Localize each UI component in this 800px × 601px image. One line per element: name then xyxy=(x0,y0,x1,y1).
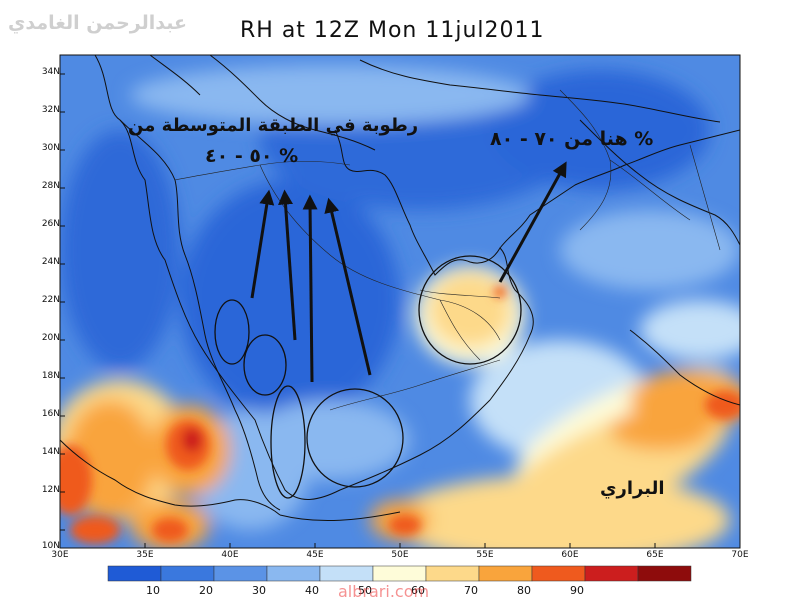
lon-label: 70E xyxy=(731,550,749,560)
colorbar-label: 90 xyxy=(570,584,584,597)
lon-label: 45E xyxy=(306,550,324,560)
lat-label: 26N xyxy=(41,219,60,229)
colorbar-label: 60 xyxy=(411,584,425,597)
lon-label: 50E xyxy=(391,550,409,560)
arrows xyxy=(250,161,567,383)
highlight-circles xyxy=(214,255,522,499)
coastlines xyxy=(60,55,740,522)
colorbar-label: 10 xyxy=(146,584,160,597)
colorbar-label: 70 xyxy=(464,584,478,597)
annotation-mid-layer-range: % ٥٠ - ٤٠ xyxy=(205,145,299,167)
colorbar-cell xyxy=(637,565,692,582)
colorbar-label: 20 xyxy=(199,584,213,597)
lat-label: 28N xyxy=(41,181,60,191)
colorbar-cell xyxy=(160,565,215,582)
rh-zone-dry-arabia xyxy=(180,180,400,420)
lon-label: 65E xyxy=(646,550,664,560)
lon-label: 30E xyxy=(51,550,69,560)
lat-label: 30N xyxy=(41,143,60,153)
lon-label: 35E xyxy=(136,550,154,560)
lat-label: 34N xyxy=(41,67,60,77)
lat-label: 20N xyxy=(41,333,60,343)
lat-label: 10N xyxy=(41,541,60,551)
map-title: RH at 12Z Mon 11jul2011 xyxy=(240,18,545,43)
lon-label: 55E xyxy=(476,550,494,560)
annotation-here-range: % هنا من ٧٠ - ٨٠ xyxy=(490,128,654,150)
annotation-mid-layer: رطوبة في الطبقة المتوسطة من xyxy=(128,115,419,136)
lat-label: 32N xyxy=(41,105,60,115)
colorbar-label: 80 xyxy=(517,584,531,597)
colorbar-label: 30 xyxy=(252,584,266,597)
watermark: albrari.com xyxy=(338,582,430,601)
lon-label: 60E xyxy=(561,550,579,560)
lat-label: 14N xyxy=(41,447,60,457)
lat-label: 18N xyxy=(41,371,60,381)
rh-zone-dry-west xyxy=(60,130,180,370)
colorbar-cell xyxy=(425,565,480,582)
colorbar-cell xyxy=(531,565,586,582)
colorbar-cell xyxy=(213,565,268,582)
colorbar-label: 50 xyxy=(358,584,372,597)
lat-label: 16N xyxy=(41,409,60,419)
colorbar-cell xyxy=(319,565,374,582)
lat-label: 12N xyxy=(41,485,60,495)
colorbar-cell xyxy=(584,565,639,582)
author-signature: عبدالرحمن الغامدي xyxy=(8,12,187,34)
colorbar-cell xyxy=(372,565,427,582)
lat-label: 22N xyxy=(41,295,60,305)
lon-label: 40E xyxy=(221,550,239,560)
colorbar-cell xyxy=(266,565,321,582)
annotation-brari: البراري xyxy=(600,478,665,499)
colorbar-cell xyxy=(107,565,162,582)
colorbar-label: 40 xyxy=(305,584,319,597)
rh-zone-moist-north xyxy=(130,65,530,125)
lat-label: 24N xyxy=(41,257,60,267)
colorbar-cell xyxy=(478,565,533,582)
rh-zone-saturated-horn xyxy=(60,445,92,515)
